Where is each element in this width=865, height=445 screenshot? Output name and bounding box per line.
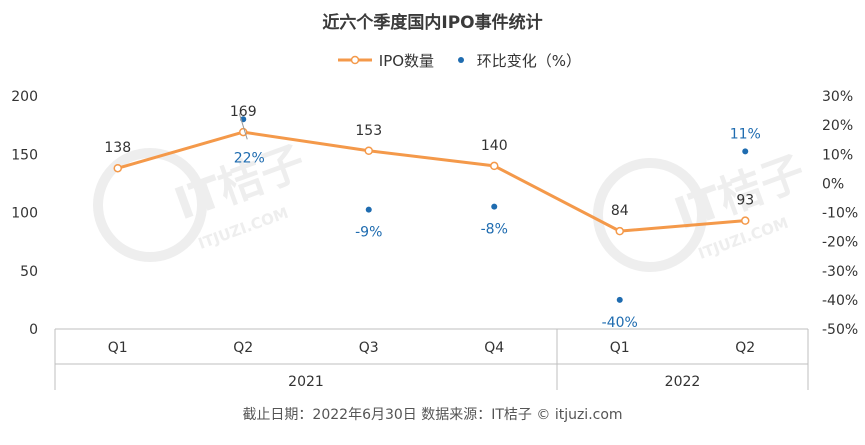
y-right-tick-label: -30% <box>822 264 858 280</box>
ipo-count-point <box>741 216 750 225</box>
y-left-tick-label: 100 <box>11 206 38 222</box>
y-right-tick-label: 30% <box>822 89 853 105</box>
y-right-tick-label: 10% <box>822 147 853 163</box>
x-tick-label: Q3 <box>359 340 379 356</box>
qoq-change-point <box>616 296 623 303</box>
legend-dot-marker-icon <box>458 57 464 63</box>
legend-label-ipo-count: IPO数量 <box>378 52 435 70</box>
ipo-count-point <box>490 161 499 171</box>
y-right-tick-label: -50% <box>822 322 858 338</box>
qoq-change-data-label: -40% <box>602 315 638 331</box>
ipo-count-data-label: 84 <box>611 203 629 219</box>
data-label-leader-line <box>238 113 248 140</box>
legend: IPO数量 环比变化（%） <box>0 50 865 72</box>
legend-item-ipo-count: IPO数量 <box>336 50 434 71</box>
x-tick-label: Q1 <box>610 340 630 356</box>
qoq-change-data-label: -8% <box>481 222 508 238</box>
ipo-count-point <box>615 226 624 236</box>
ipo-count-data-label: 140 <box>481 138 508 154</box>
ipo-count-data-label: 153 <box>355 123 382 139</box>
y-left-tick-label: 50 <box>20 264 38 280</box>
qoq-change-data-label: 11% <box>730 126 761 142</box>
y-right-tick-label: -10% <box>822 206 858 222</box>
y-right-tick-label: 20% <box>822 118 853 134</box>
ipo-count-data-label: 93 <box>736 193 754 209</box>
ipo-count-line <box>117 130 746 233</box>
qoq-change-data-label: -9% <box>355 225 382 241</box>
source-note: 截止日期：2022年6月30日 数据来源：IT桔子 © itjuzi.com <box>242 407 623 423</box>
legend-label-qoq-change: 环比变化（%） <box>476 52 582 70</box>
x-group-label: 2022 <box>665 374 701 390</box>
qoq-change-data-label: 22% <box>234 150 265 166</box>
x-group-label: 2021 <box>288 374 324 390</box>
x-tick-label: Q2 <box>233 340 253 356</box>
qoq-change-point <box>365 206 372 213</box>
ipo-count-point <box>113 163 122 173</box>
ipo-count-data-label: 169 <box>230 104 257 120</box>
x-tick-label: Q4 <box>484 340 504 356</box>
qoq-change-point <box>491 203 498 210</box>
x-tick-label: Q1 <box>108 340 128 356</box>
y-left-tick-label: 150 <box>11 147 38 163</box>
ipo-count-data-label: 138 <box>104 140 131 156</box>
watermark-logo-icon <box>593 158 707 272</box>
y-left-tick-label: 0 <box>29 322 38 338</box>
legend-item-qoq-change: 环比变化（%） <box>452 50 581 71</box>
ipo-count-point <box>364 146 373 156</box>
y-left-tick-label: 200 <box>11 89 38 105</box>
chart-title: 近六个季度国内IPO事件统计 <box>322 13 543 33</box>
y-right-tick-label: -20% <box>822 235 858 251</box>
watermark-logo-icon <box>93 148 207 262</box>
x-tick-label: Q2 <box>735 340 755 356</box>
legend-line-marker-icon <box>338 55 372 65</box>
y-right-tick-label: -40% <box>822 293 858 309</box>
qoq-change-point <box>742 148 749 155</box>
y-right-tick-label: 0% <box>822 176 844 192</box>
